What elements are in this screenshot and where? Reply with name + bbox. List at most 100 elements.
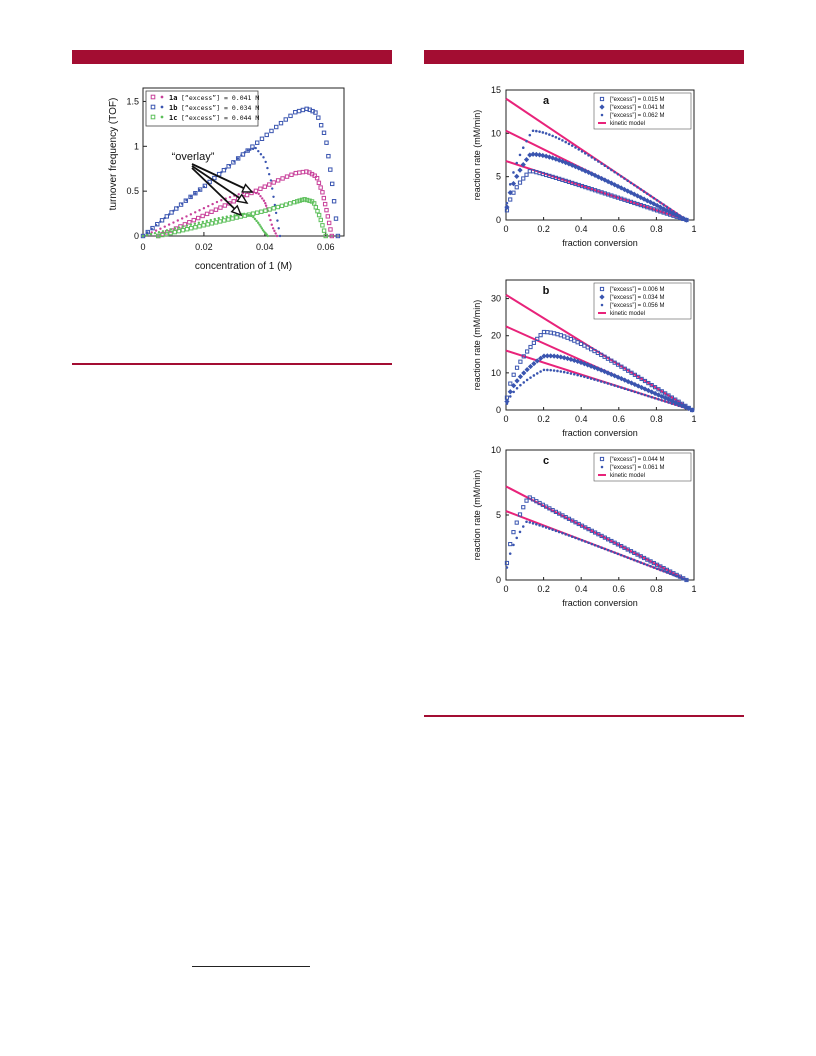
- x-tick-label: 0.4: [575, 414, 588, 424]
- data-point: [323, 233, 328, 239]
- data-point: [188, 194, 193, 200]
- overlay-arrow-head: [241, 183, 254, 193]
- data-point: [193, 191, 198, 196]
- data-point: [259, 194, 262, 198]
- x-tick-label: 1: [691, 224, 696, 234]
- data-point: [561, 355, 567, 361]
- data-point: [253, 188, 259, 194]
- data-point: [613, 551, 616, 554]
- data-point: [535, 336, 540, 341]
- data-point: [273, 203, 277, 207]
- data-point: [177, 226, 181, 229]
- y-tick-label: 1.5: [126, 96, 139, 106]
- data-point: [612, 373, 618, 379]
- series-1c-square: [156, 197, 328, 239]
- data-point: [524, 172, 529, 177]
- data-point: [197, 187, 203, 192]
- y-tick-label: 15: [491, 85, 501, 95]
- data-point: [257, 149, 260, 153]
- x-tick-label: 0.6: [613, 224, 626, 234]
- data-point: [542, 368, 546, 372]
- data-point: [313, 110, 318, 115]
- data-point: [510, 180, 517, 187]
- data-point: [636, 560, 639, 563]
- data-point: [258, 223, 261, 226]
- data-point: [527, 363, 534, 370]
- data-point: [638, 384, 645, 391]
- x-tick-label: 0.2: [537, 584, 550, 594]
- legend-marker: [160, 115, 164, 119]
- data-point: [606, 382, 610, 385]
- data-point: [582, 168, 588, 174]
- data-point: [174, 206, 179, 211]
- data-point: [570, 144, 574, 147]
- data-point: [260, 227, 264, 230]
- data-point: [289, 172, 294, 177]
- data-point: [209, 209, 214, 214]
- data-point: [525, 139, 528, 143]
- data-point: [572, 372, 576, 376]
- data-point: [252, 215, 255, 219]
- data-point: [554, 529, 558, 533]
- data-point: [593, 543, 597, 547]
- data-point: [548, 353, 554, 359]
- data-point: [556, 369, 559, 373]
- data-point: [181, 225, 185, 228]
- data-point: [663, 400, 667, 403]
- data-point: [577, 148, 581, 151]
- data-point: [259, 225, 262, 228]
- data-point: [521, 354, 526, 359]
- data-point: [557, 137, 561, 141]
- data-point: [195, 215, 201, 221]
- data-point: [597, 160, 600, 163]
- data-point: [235, 156, 241, 161]
- data-point: [620, 386, 623, 389]
- data-point: [632, 381, 638, 388]
- data-point: [165, 229, 169, 232]
- overlay-arrow: [191, 165, 248, 204]
- data-point: [231, 160, 236, 165]
- data-point: [267, 173, 271, 176]
- data-point: [661, 206, 667, 212]
- data-point: [647, 199, 654, 205]
- data-point: [668, 572, 672, 576]
- data-point: [329, 233, 335, 239]
- data-point: [629, 557, 633, 561]
- data-point: [660, 399, 664, 402]
- data-point: [644, 198, 650, 204]
- data-point: [517, 512, 523, 517]
- data-point: [591, 364, 598, 371]
- data-point: [205, 222, 210, 227]
- data-point: [194, 192, 197, 195]
- data-point: [652, 566, 656, 569]
- x-tick-label: 0.04: [256, 242, 274, 252]
- data-point: [654, 202, 660, 209]
- data-point: [262, 199, 266, 202]
- data-point: [328, 227, 333, 232]
- x-tick-label: 0.4: [575, 224, 588, 234]
- x-tick-label: 0: [503, 584, 508, 594]
- legend-marker: [160, 95, 164, 99]
- data-point: [587, 541, 590, 545]
- data-point: [507, 190, 513, 196]
- legend-series-id: 1b: [169, 104, 177, 112]
- data-point: [580, 150, 584, 153]
- overlay-arrow-head: [230, 204, 243, 217]
- overlay-arrow: [191, 167, 242, 216]
- left-divider-rule: [72, 363, 392, 365]
- data-point: [664, 207, 670, 213]
- data-point: [562, 370, 566, 374]
- data-point: [525, 349, 530, 354]
- x-axis-label: concentration of 1 (M): [195, 261, 292, 272]
- legend-marker: [150, 104, 156, 110]
- data-point: [237, 193, 240, 196]
- data-point: [646, 563, 649, 567]
- data-point: [618, 376, 625, 382]
- data-point: [530, 151, 536, 157]
- data-point: [141, 234, 145, 238]
- data-point: [264, 204, 268, 207]
- data-point: [140, 233, 146, 239]
- data-point: [685, 578, 688, 582]
- data-point: [629, 181, 633, 185]
- data-point: [271, 180, 276, 185]
